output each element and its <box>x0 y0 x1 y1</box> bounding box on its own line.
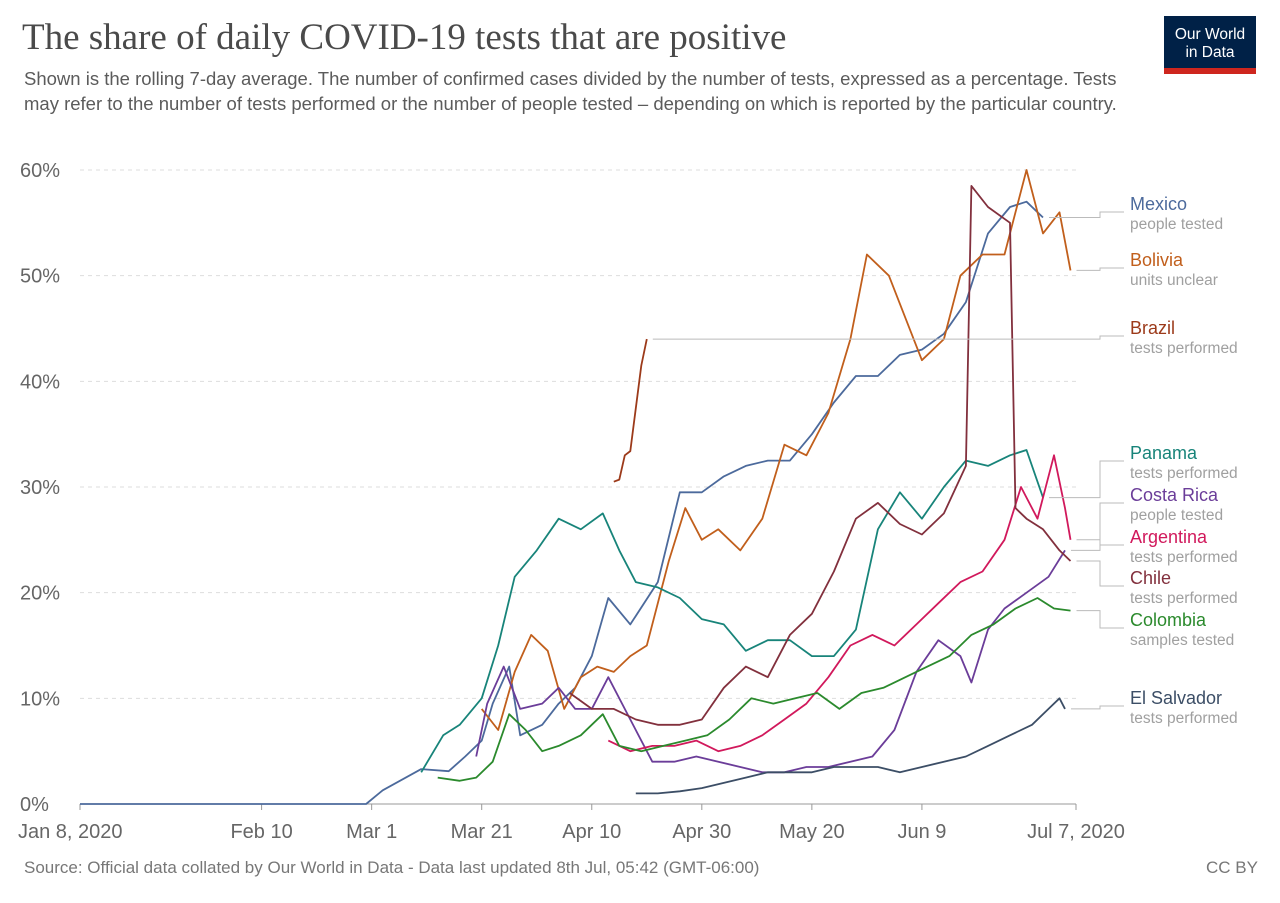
series-line-mexico[interactable] <box>80 200 1044 805</box>
source-note: Source: Official data collated by Our Wo… <box>24 858 760 877</box>
legend-label-argentina[interactable]: Argentina <box>1130 527 1208 547</box>
legend-unit: samples tested <box>1130 632 1234 649</box>
legend-label-panama[interactable]: Panama <box>1130 443 1198 463</box>
legend-connector <box>1049 211 1124 218</box>
x-tick-label: Apr 30 <box>672 821 731 843</box>
series-line-chile[interactable] <box>569 185 1072 726</box>
series-line-el-salvador[interactable] <box>635 697 1066 795</box>
x-tick-label: Mar 1 <box>346 821 397 843</box>
x-tick-label: Feb 10 <box>230 821 292 843</box>
series-line-argentina[interactable] <box>607 454 1072 753</box>
legend-unit: tests performed <box>1130 549 1238 566</box>
owid-logo[interactable]: Our World in Data <box>1164 16 1256 74</box>
legend-unit: tests performed <box>1130 590 1238 607</box>
series-line-bolivia[interactable] <box>480 169 1072 731</box>
legend-label-brazil[interactable]: Brazil <box>1130 318 1175 338</box>
x-tick-label: Mar 21 <box>451 821 513 843</box>
series-line-panama[interactable] <box>420 449 1044 773</box>
y-tick-label: 40% <box>20 371 60 393</box>
legend-connector <box>652 335 1124 340</box>
chart-title: The share of daily COVID-19 tests that a… <box>22 17 787 58</box>
legend-label-costa-rica[interactable]: Costa Rica <box>1130 485 1219 505</box>
series-lines <box>80 169 1072 805</box>
x-tick-label: Apr 10 <box>562 821 621 843</box>
legend-unit: units unclear <box>1130 272 1218 289</box>
legend-label-chile[interactable]: Chile <box>1130 568 1171 588</box>
legend-connector <box>1049 460 1124 499</box>
legend-unit: tests performed <box>1130 340 1238 357</box>
x-tick-label: Jul 7, 2020 <box>1027 821 1125 843</box>
logo-line-2: in Data <box>1185 44 1235 61</box>
legend-unit: tests performed <box>1130 710 1238 727</box>
logo-accent-bar <box>1164 68 1256 74</box>
legend-connector <box>1071 705 1124 710</box>
series-line-colombia[interactable] <box>437 597 1071 782</box>
legend-connector <box>1071 502 1124 551</box>
y-tick-label: 10% <box>20 688 60 710</box>
x-axis: Jan 8, 2020 Feb 10 Mar 1 Mar 21 Apr 10 Apr 30… <box>18 804 1125 843</box>
y-tick-label: 60% <box>20 160 60 182</box>
y-tick-label: 30% <box>20 477 60 499</box>
legend-connector <box>1076 539 1124 546</box>
logo-line-1: Our World <box>1174 26 1246 43</box>
y-tick-label: 50% <box>20 266 60 288</box>
legend-label-colombia[interactable]: Colombia <box>1130 610 1207 630</box>
license-link[interactable]: CC BY <box>1206 858 1258 877</box>
x-tick-label: Jan 8, 2020 <box>18 821 123 843</box>
legend-unit: people tested <box>1130 216 1223 233</box>
y-tick-label: 20% <box>20 583 60 605</box>
legend-connector <box>1076 610 1124 629</box>
legend-connector <box>1076 267 1124 271</box>
series-line-costa-rica[interactable] <box>475 549 1066 774</box>
legend-label-bolivia[interactable]: Bolivia <box>1130 250 1184 270</box>
legend: Mexico people tested Bolivia units unclear B… <box>652 194 1238 727</box>
series-line-brazil[interactable] <box>613 338 648 483</box>
legend-label-mexico[interactable]: Mexico <box>1130 194 1187 214</box>
x-tick-label: Jun 9 <box>897 821 946 843</box>
legend-unit: tests performed <box>1130 465 1238 482</box>
y-tick-label: 0% <box>20 794 49 816</box>
y-axis: 0% 10% 20% 30% 40% 50% 60% <box>20 160 60 816</box>
legend-unit: people tested <box>1130 507 1223 524</box>
legend-label-el-salvador[interactable]: El Salvador <box>1130 688 1222 708</box>
chart-subtitle: Shown is the rolling 7-day average. The … <box>24 68 1117 114</box>
x-tick-label: May 20 <box>779 821 845 843</box>
legend-connector <box>1076 560 1124 587</box>
